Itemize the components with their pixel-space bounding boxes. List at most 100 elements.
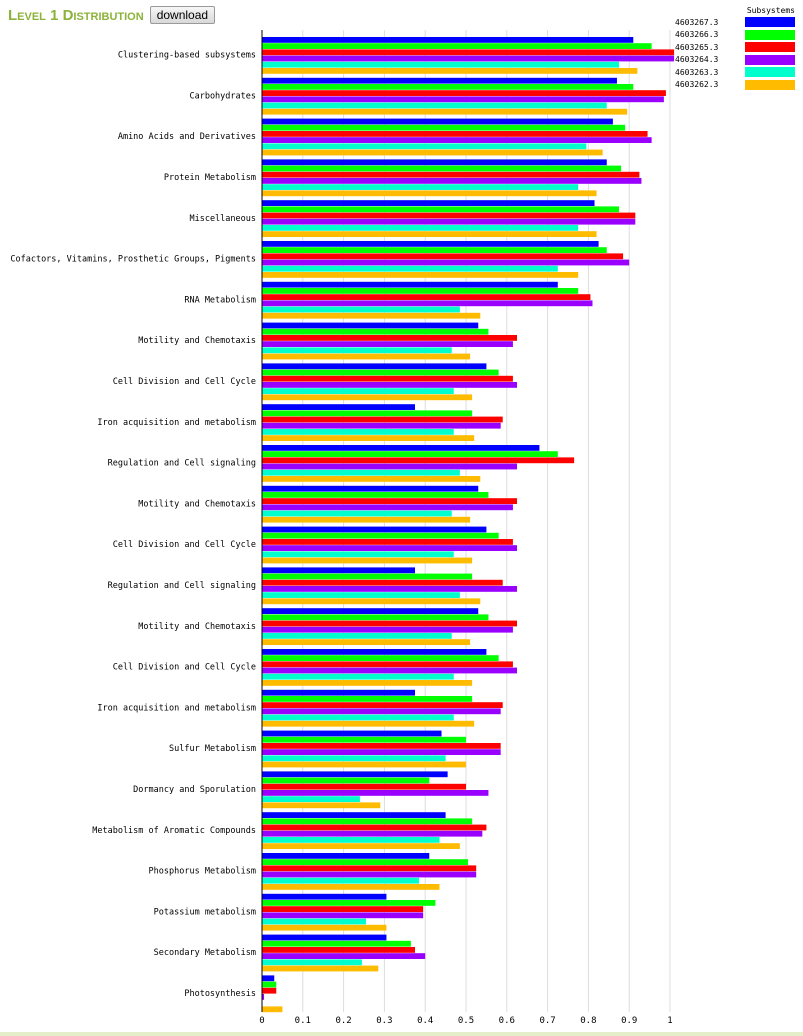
legend-label: 4603266.3	[675, 30, 719, 40]
bar	[262, 696, 473, 702]
bar	[262, 947, 415, 953]
bar	[262, 218, 636, 225]
bar	[262, 959, 362, 966]
bar	[262, 49, 675, 56]
bar	[262, 661, 513, 668]
bar	[262, 761, 466, 768]
bar	[262, 924, 387, 931]
legend-swatch	[745, 29, 795, 40]
footer-band	[0, 1032, 803, 1036]
bar	[262, 492, 489, 498]
bar	[262, 743, 501, 749]
bar	[262, 272, 579, 278]
bar	[262, 579, 503, 586]
x-tick-label: 0.1	[295, 1016, 311, 1026]
bar	[262, 84, 634, 90]
bar	[262, 981, 277, 988]
bar	[262, 375, 513, 382]
category-label: Motility and Chemotaxis	[138, 622, 256, 632]
bar	[262, 906, 424, 912]
legend-label: 4603262.3	[675, 80, 719, 90]
bar	[262, 328, 489, 335]
bar	[262, 1006, 283, 1013]
bar	[262, 673, 454, 680]
bar	[262, 55, 675, 62]
bar	[262, 545, 517, 551]
bar	[262, 557, 473, 564]
category-label: Miscellaneous	[189, 214, 256, 224]
bar	[262, 281, 558, 288]
bar	[262, 178, 642, 184]
bar	[262, 445, 540, 451]
bar	[262, 598, 481, 605]
legend-swatch	[745, 17, 795, 28]
legend-swatch	[745, 67, 795, 78]
legend-label: 4603263.3	[675, 67, 719, 77]
bar	[262, 526, 487, 533]
legend-item: 4603263.3	[675, 66, 795, 79]
bar	[262, 149, 603, 156]
bar	[262, 824, 487, 831]
x-tick-label: 0.3	[376, 1016, 392, 1026]
bar	[262, 714, 454, 721]
x-tick-label: 0.7	[539, 1016, 555, 1026]
bar	[262, 253, 624, 260]
category-label: Potassium metabolism	[154, 907, 256, 917]
bar	[262, 335, 517, 341]
bar	[262, 225, 579, 231]
bar	[262, 96, 664, 103]
bar	[262, 102, 607, 109]
legend-swatch	[745, 42, 795, 53]
bar	[262, 965, 379, 972]
bar	[262, 865, 477, 872]
bar	[262, 312, 481, 319]
bar	[262, 859, 469, 865]
bar	[262, 422, 501, 429]
bar	[262, 118, 613, 125]
bar	[262, 247, 607, 253]
download-button[interactable]: download	[149, 6, 216, 24]
chart-title: Level 1 Distribution	[8, 6, 144, 24]
bar	[262, 777, 430, 784]
bar	[262, 573, 473, 580]
bar	[262, 485, 479, 492]
category-label: Carbohydrates	[189, 91, 256, 101]
bar	[262, 975, 275, 982]
bar	[262, 796, 360, 802]
bar	[262, 43, 652, 49]
bar	[262, 633, 452, 639]
category-label: Cell Division and Cell Cycle	[113, 540, 256, 550]
bar	[262, 783, 466, 790]
category-label: Protein Metabolism	[164, 173, 256, 183]
bar	[262, 532, 499, 539]
bar	[262, 259, 630, 266]
bar	[262, 639, 471, 645]
bar	[262, 655, 499, 661]
bar	[262, 212, 636, 219]
x-tick-label: 1	[667, 1016, 672, 1026]
category-label: Iron acquisition and metabolism	[97, 418, 256, 428]
legend-label: 4603264.3	[675, 55, 719, 65]
bar	[262, 463, 517, 470]
bar	[262, 586, 517, 592]
bar	[262, 649, 487, 655]
bar	[262, 551, 454, 558]
bar	[262, 812, 446, 818]
bar	[262, 241, 599, 247]
bar	[262, 61, 619, 68]
legend-item: 4603265.3	[675, 41, 795, 54]
x-tick-label: 0.9	[621, 1016, 637, 1026]
bar	[262, 626, 513, 633]
bar	[262, 416, 503, 423]
bar	[262, 294, 591, 300]
legend-label: 4603265.3	[675, 42, 719, 52]
bar	[262, 900, 436, 906]
category-label: Phosphorus Metabolism	[149, 867, 256, 877]
bar	[262, 771, 448, 778]
bar	[262, 131, 648, 137]
legend-item: 4603262.3	[675, 79, 795, 92]
category-label: Motility and Chemotaxis	[138, 499, 256, 509]
bar	[262, 159, 607, 166]
category-label: Secondary Metabolism	[154, 948, 256, 958]
bar	[262, 300, 593, 307]
